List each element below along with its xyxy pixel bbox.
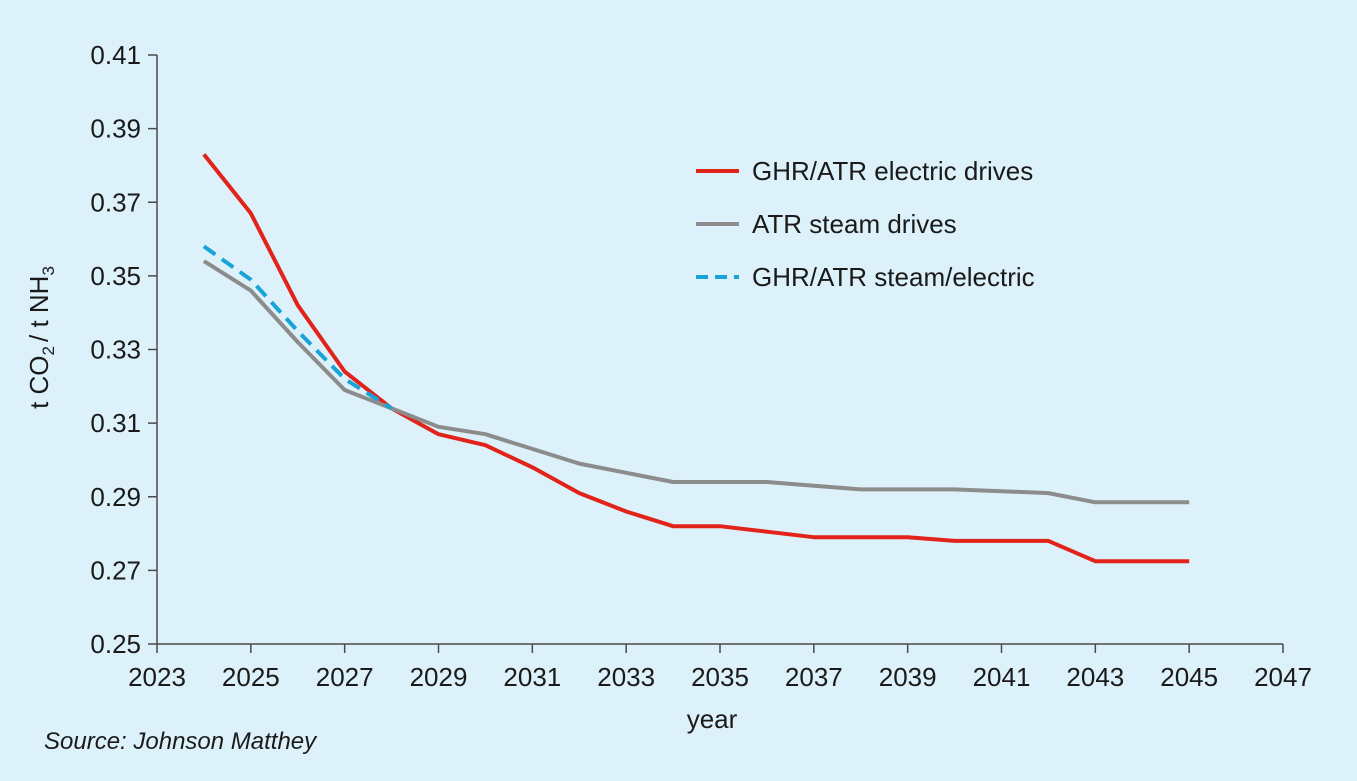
y-axis-title-subscript: 3 bbox=[39, 266, 58, 275]
y-tick-label: 0.37 bbox=[90, 187, 141, 217]
x-tick-label: 2023 bbox=[128, 662, 186, 692]
x-tick-label: 2047 bbox=[1254, 662, 1312, 692]
legend-label-2: ATR steam drives bbox=[752, 209, 957, 239]
y-tick-label: 0.25 bbox=[90, 629, 141, 659]
y-tick-label: 0.31 bbox=[90, 408, 141, 438]
y-tick-label: 0.35 bbox=[90, 261, 141, 291]
x-tick-label: 2033 bbox=[597, 662, 655, 692]
series-line-1 bbox=[202, 153, 1190, 564]
y-axis-title-part: / t NH bbox=[24, 276, 54, 342]
x-tick-label: 2039 bbox=[879, 662, 937, 692]
x-tick-label: 2045 bbox=[1160, 662, 1218, 692]
x-ticks: 2023 2025 2027 2029 2031 2033 2035 2037 2039 2041… bbox=[128, 644, 1312, 692]
y-axis-title-part: t CO bbox=[24, 355, 54, 408]
x-tick-label: 2035 bbox=[691, 662, 749, 692]
y-tick-label: 0.29 bbox=[90, 482, 141, 512]
x-tick-label: 2041 bbox=[973, 662, 1031, 692]
y-axis-title-subscript: 2 bbox=[39, 346, 58, 355]
series-layer bbox=[202, 153, 1190, 564]
x-tick-label: 2025 bbox=[222, 662, 280, 692]
x-tick-label: 2027 bbox=[316, 662, 374, 692]
y-axis-title: t CO2 / t NH3 bbox=[24, 266, 58, 409]
source-note: Source: Johnson Matthey bbox=[44, 728, 317, 755]
series-line-2 bbox=[202, 259, 1190, 505]
x-tick-label: 2029 bbox=[410, 662, 468, 692]
legend: GHR/ATR electric drives ATR steam drives G… bbox=[696, 156, 1035, 292]
x-tick-label: 2031 bbox=[503, 662, 561, 692]
legend-label-1: GHR/ATR electric drives bbox=[752, 156, 1033, 186]
y-tick-label: 0.27 bbox=[90, 555, 141, 585]
axes bbox=[156, 55, 1283, 645]
x-axis-title: year bbox=[687, 704, 738, 734]
legend-label-3: GHR/ATR steam/electric bbox=[752, 262, 1035, 292]
x-tick-label: 2043 bbox=[1066, 662, 1124, 692]
y-ticks: 0.25 0.27 0.29 0.31 0.33 0.35 0.37 0.39 0.41 bbox=[90, 40, 157, 659]
y-tick-label: 0.41 bbox=[90, 40, 141, 70]
y-tick-label: 0.39 bbox=[90, 114, 141, 144]
y-tick-label: 0.33 bbox=[90, 335, 141, 365]
x-tick-label: 2037 bbox=[785, 662, 843, 692]
